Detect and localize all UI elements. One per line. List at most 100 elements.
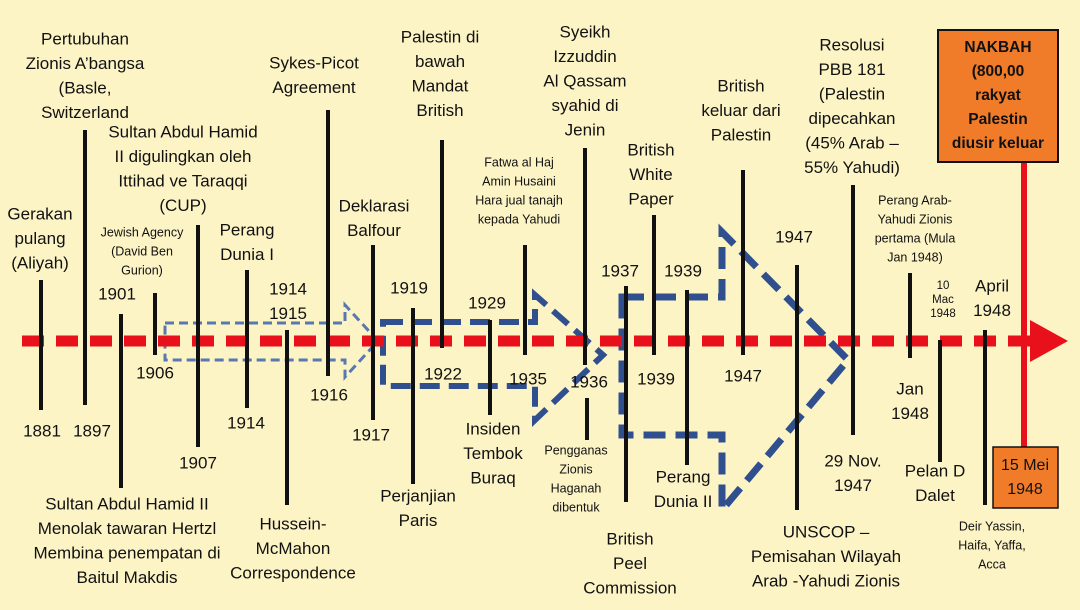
date-text: 15 Mei: [1001, 457, 1049, 474]
event-label: 1939: [637, 369, 675, 388]
event-label: dipecahkan: [809, 109, 896, 128]
event-label: 1906: [136, 363, 174, 382]
event-label: Mac: [932, 294, 954, 306]
event-label: Jenin: [565, 120, 606, 139]
event-label: II digulingkan oleh: [114, 147, 251, 166]
event-label: Arab -Yahudi Zionis: [752, 571, 900, 590]
event-label: dibentuk: [552, 500, 600, 514]
event-label: 1919: [390, 278, 428, 297]
nakbah-text: NAKBAH: [964, 39, 1031, 56]
event-label: (CUP): [159, 196, 206, 215]
event-label: Yahudi Zionis: [878, 212, 953, 226]
event-label: 1939: [664, 261, 702, 280]
nakbah-text: Palestin: [968, 111, 1027, 128]
event-label: Menolak tawaran Hertzl: [38, 519, 217, 538]
event-label: 1914: [269, 279, 307, 298]
event-label: kepada Yahudi: [478, 212, 560, 226]
event-label: 1917: [352, 425, 390, 444]
event-label: White: [629, 165, 672, 184]
event-label: Mandat: [412, 76, 469, 95]
arrow-outline: [380, 288, 608, 428]
event-label: British: [416, 101, 463, 120]
event-label: 1948: [891, 404, 929, 423]
event-label: Dunia I: [220, 245, 274, 264]
event-label: Sultan Abdul Hamid: [108, 122, 257, 141]
event-label: keluar dari: [701, 101, 780, 120]
event-label: 10: [937, 280, 950, 292]
event-label: Agreement: [272, 78, 355, 97]
event-label: Haifa, Yaffa,: [958, 538, 1025, 552]
event-label: (Basle,: [59, 78, 112, 97]
event-label: Al Qassam: [543, 71, 626, 90]
event-label: 1935: [509, 369, 547, 388]
event-label: 1937: [601, 261, 639, 280]
event-label: 1948: [930, 308, 956, 320]
event-label: Perjanjian: [380, 486, 456, 505]
event-label: Perang: [220, 220, 275, 239]
event-label: 1914: [227, 413, 265, 432]
event-label: Fatwa al Haj: [484, 155, 553, 169]
event-label: Paper: [628, 189, 674, 208]
event-label: 29 Nov.: [824, 451, 881, 470]
nakbah-text: diusir keluar: [952, 135, 1044, 152]
event-label: Pertubuhan: [41, 29, 129, 48]
event-label: Perang Arab-: [878, 193, 952, 207]
event-label: Sykes-Picot: [269, 53, 359, 72]
event-label: Jewish Agency: [101, 225, 184, 239]
nakbah-text: rakyat: [975, 87, 1021, 104]
event-label: pulang: [14, 229, 65, 248]
event-label: 1907: [179, 453, 217, 472]
event-label: Pemisahan Wilayah: [751, 547, 901, 566]
event-label: April: [975, 276, 1009, 295]
event-label: 1948: [973, 301, 1011, 320]
event-label: bawah: [415, 52, 465, 71]
event-label: Peel: [613, 554, 647, 573]
event-label: Gerakan: [7, 204, 72, 223]
event-label: Jan 1948): [887, 250, 943, 264]
event-label: Insiden: [466, 419, 521, 438]
event-label: Switzerland: [41, 103, 129, 122]
event-label: Palestin di: [401, 27, 479, 46]
event-label: pertama (Mula: [875, 231, 956, 245]
event-label: 1947: [834, 476, 872, 495]
event-label: Paris: [399, 511, 438, 530]
event-label: 1922: [424, 364, 462, 383]
event-label: 1897: [73, 421, 111, 440]
event-label: Perang: [656, 467, 711, 486]
event-label: 1916: [310, 385, 348, 404]
event-label: 1936: [570, 372, 608, 391]
event-label: 1947: [724, 366, 762, 385]
date-box: [992, 446, 1059, 509]
event-label: Haganah: [551, 481, 602, 495]
event-label: Acca: [978, 557, 1006, 571]
event-label: 55% Yahudi): [804, 158, 900, 177]
event-label: Pelan D: [905, 461, 965, 480]
event-label: 1915: [269, 304, 307, 323]
event-label: Commission: [583, 578, 677, 597]
event-label: Hussein-: [259, 514, 326, 533]
event-label: Sultan Abdul Hamid II: [45, 494, 208, 513]
event-label: British: [627, 140, 674, 159]
axis-arrowhead: [1030, 320, 1068, 362]
event-label: Jan: [896, 379, 923, 398]
event-label: (Aliyah): [11, 253, 69, 272]
event-label: 1929: [468, 293, 506, 312]
event-label: British: [606, 529, 653, 548]
date-text: 1948: [1007, 481, 1043, 498]
event-label: syahid di: [551, 96, 618, 115]
event-label: 1881: [23, 421, 61, 440]
event-label: Palestin: [711, 125, 771, 144]
event-label: Pengganas: [544, 443, 607, 457]
nakbah-box: [937, 29, 1059, 163]
event-label: Amin Husaini: [482, 174, 556, 188]
event-label: Zionis A’bangsa: [26, 54, 145, 73]
event-label: PBB 181: [818, 60, 885, 79]
event-label: (David Ben: [111, 244, 173, 258]
event-label: Dunia II: [654, 492, 713, 511]
arrow-outline: [163, 301, 381, 381]
event-label: 1947: [775, 227, 813, 246]
event-label: (45% Arab –: [805, 133, 899, 152]
event-label: UNSCOP –: [783, 522, 870, 541]
